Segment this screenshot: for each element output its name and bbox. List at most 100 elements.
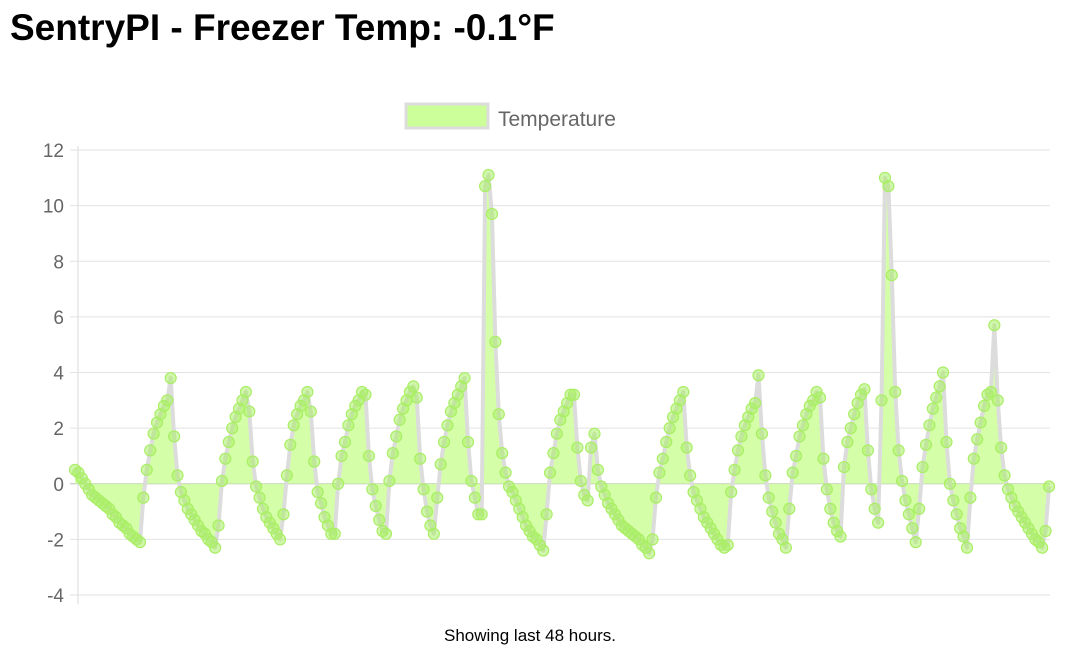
data-point[interactable] [919,438,933,451]
data-point[interactable] [168,430,181,443]
data-point[interactable] [547,447,560,460]
data-point[interactable] [834,530,847,543]
data-point[interactable] [479,180,492,193]
data-point[interactable] [752,369,765,382]
data-point[interactable] [848,408,861,421]
data-point[interactable] [731,444,745,457]
chart-legend[interactable]: Temperature [404,102,616,131]
data-point[interactable] [755,427,769,440]
data-point[interactable] [308,455,321,468]
data-point[interactable] [431,491,444,504]
data-point[interactable] [783,502,796,515]
data-point[interactable] [137,491,150,504]
data-point[interactable] [748,396,762,410]
data-point[interactable] [909,536,922,549]
data-point[interactable] [434,458,447,471]
data-point[interactable] [246,455,259,468]
data-point[interactable] [328,527,341,540]
data-point[interactable] [410,391,423,404]
data-point[interactable] [543,466,557,479]
data-point[interactable] [684,469,697,482]
data-point[interactable] [393,413,406,426]
data-point[interactable] [369,499,382,513]
data-point[interactable] [759,469,772,482]
data-point[interactable] [314,497,328,510]
data-point[interactable] [858,383,871,396]
data-point[interactable] [882,180,895,193]
data-point[interactable] [239,385,252,399]
data-point[interactable] [226,422,239,435]
data-point[interactable] [222,435,235,449]
data-point[interactable] [147,427,160,440]
data-point[interactable] [253,491,266,504]
data-point[interactable] [902,508,915,521]
data-point[interactable] [913,502,926,515]
data-point[interactable] [663,422,676,435]
data-point[interactable] [284,438,297,451]
data-point[interactable] [311,485,324,499]
data-point[interactable] [140,463,153,476]
data-point[interactable] [458,371,471,385]
data-point[interactable] [379,527,393,540]
data-point[interactable] [273,533,287,546]
data-point[interactable] [653,466,666,479]
data-point[interactable] [499,466,512,479]
data-point[interactable] [950,508,963,521]
data-point[interactable] [677,385,690,399]
data-point[interactable] [417,483,430,496]
data-point[interactable] [461,435,475,449]
data-point[interactable] [465,474,478,488]
data-point[interactable] [366,483,379,496]
data-point[interactable] [492,408,505,421]
data-point[interactable] [967,452,980,465]
data-point[interactable] [489,335,502,349]
data-point[interactable] [789,449,803,463]
data-point[interactable] [656,452,669,465]
data-point[interactable] [793,430,806,443]
data-point[interactable] [899,494,912,507]
data-point[interactable] [906,522,919,535]
data-point[interactable] [571,441,584,454]
data-point[interactable] [875,394,888,407]
data-point[interactable] [441,419,454,432]
data-point[interactable] [820,483,833,496]
data-point[interactable] [971,433,984,446]
data-point[interactable] [133,536,147,549]
data-point[interactable] [960,541,974,554]
data-point[interactable] [930,391,943,404]
data-point[interactable] [844,422,857,435]
data-point[interactable] [164,371,177,385]
data-point[interactable] [813,391,827,404]
data-point[interactable] [926,402,939,415]
data-point[interactable] [998,469,1011,482]
data-point[interactable] [974,416,987,429]
data-point[interactable] [646,533,659,546]
data-point[interactable] [277,508,290,521]
data-point[interactable] [359,388,372,401]
data-point[interactable] [482,168,495,182]
legend-label[interactable]: Temperature [498,108,616,131]
data-point[interactable] [250,480,263,493]
data-point[interactable] [940,435,953,449]
data-point[interactable] [766,505,779,518]
data-point[interactable] [660,435,673,449]
data-point[interactable] [373,513,386,527]
data-point[interactable] [144,444,157,457]
data-point[interactable] [872,516,885,529]
data-point[interactable] [936,366,950,379]
data-point[interactable] [643,547,656,560]
data-point[interactable] [537,544,550,557]
data-point[interactable] [171,469,184,482]
data-point[interactable] [916,460,929,474]
data-point[interactable] [390,430,403,443]
data-point[interactable] [786,466,799,479]
data-point[interactable] [995,441,1008,454]
legend-swatch[interactable] [404,102,490,130]
data-point[interactable] [796,419,810,432]
data-point[interactable] [885,269,898,282]
data-point[interactable] [824,502,837,515]
data-point[interactable] [414,452,427,465]
data-point[interactable] [1039,524,1052,538]
data-point[interactable] [567,388,581,401]
data-point[interactable] [1036,541,1049,554]
